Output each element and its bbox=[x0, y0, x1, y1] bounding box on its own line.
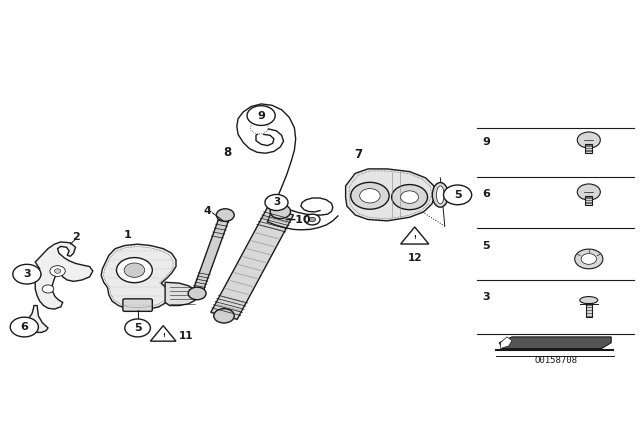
Text: 12: 12 bbox=[408, 253, 422, 263]
Circle shape bbox=[392, 185, 428, 210]
Ellipse shape bbox=[436, 186, 444, 204]
Text: !: ! bbox=[413, 235, 416, 240]
Text: 3: 3 bbox=[483, 292, 490, 302]
Circle shape bbox=[188, 287, 206, 300]
Circle shape bbox=[577, 184, 600, 200]
Text: 3: 3 bbox=[273, 198, 280, 207]
Text: 9: 9 bbox=[257, 111, 265, 121]
Circle shape bbox=[42, 285, 54, 293]
Circle shape bbox=[13, 264, 41, 284]
FancyBboxPatch shape bbox=[586, 303, 592, 317]
Polygon shape bbox=[35, 242, 93, 309]
Polygon shape bbox=[165, 282, 197, 306]
Text: 11: 11 bbox=[179, 331, 194, 341]
Circle shape bbox=[351, 182, 389, 209]
Polygon shape bbox=[499, 337, 611, 349]
Text: 1: 1 bbox=[124, 230, 132, 240]
Circle shape bbox=[216, 209, 234, 221]
Circle shape bbox=[581, 254, 596, 264]
Ellipse shape bbox=[580, 297, 598, 304]
Polygon shape bbox=[500, 337, 512, 349]
Circle shape bbox=[10, 317, 38, 337]
FancyBboxPatch shape bbox=[586, 144, 593, 153]
Text: 8: 8 bbox=[223, 146, 232, 159]
Text: 6: 6 bbox=[20, 322, 28, 332]
Circle shape bbox=[444, 185, 472, 205]
Text: 3: 3 bbox=[23, 269, 31, 279]
Circle shape bbox=[309, 217, 316, 222]
Text: 5: 5 bbox=[134, 323, 141, 333]
Text: 2: 2 bbox=[72, 232, 79, 241]
Text: 6: 6 bbox=[483, 189, 490, 198]
Polygon shape bbox=[28, 306, 48, 332]
Circle shape bbox=[50, 266, 65, 276]
Text: —10: —10 bbox=[285, 215, 311, 224]
Circle shape bbox=[124, 263, 145, 277]
Text: 5: 5 bbox=[483, 241, 490, 250]
FancyBboxPatch shape bbox=[123, 299, 152, 311]
Circle shape bbox=[54, 269, 61, 273]
Circle shape bbox=[250, 121, 268, 134]
Text: 4: 4 bbox=[204, 207, 211, 216]
Circle shape bbox=[270, 204, 291, 219]
Circle shape bbox=[401, 191, 419, 203]
Circle shape bbox=[116, 258, 152, 283]
Circle shape bbox=[125, 319, 150, 337]
Circle shape bbox=[247, 106, 275, 125]
Polygon shape bbox=[401, 227, 429, 244]
Text: !: ! bbox=[162, 333, 164, 338]
Circle shape bbox=[305, 214, 320, 225]
Text: 5: 5 bbox=[454, 190, 461, 200]
Polygon shape bbox=[211, 208, 294, 319]
Text: 7: 7 bbox=[355, 148, 362, 161]
FancyBboxPatch shape bbox=[586, 196, 593, 205]
Text: 9: 9 bbox=[483, 138, 490, 147]
Polygon shape bbox=[346, 169, 435, 221]
Circle shape bbox=[214, 309, 234, 323]
Polygon shape bbox=[101, 244, 176, 310]
Circle shape bbox=[577, 132, 600, 148]
Ellipse shape bbox=[433, 182, 449, 207]
Circle shape bbox=[575, 249, 603, 269]
Circle shape bbox=[360, 189, 380, 203]
Polygon shape bbox=[192, 214, 230, 294]
Text: O0158708: O0158708 bbox=[534, 356, 577, 365]
Circle shape bbox=[265, 194, 288, 211]
Polygon shape bbox=[150, 326, 176, 341]
